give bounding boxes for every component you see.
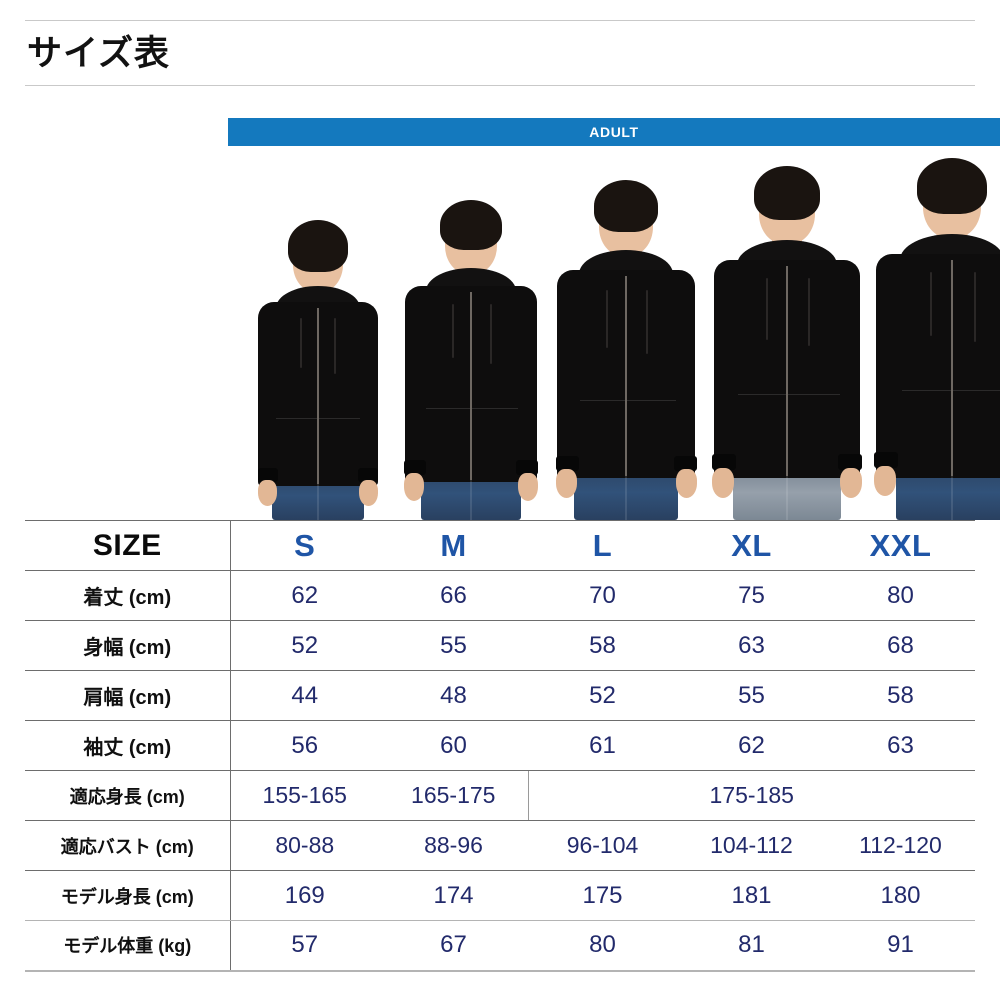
- cell-model-height-m: 174: [379, 870, 528, 921]
- cell-tekiou-shincho-s: 155-165: [230, 770, 379, 821]
- cell-mihaba-l: 58: [528, 620, 677, 671]
- header-size-l: L: [528, 520, 677, 571]
- cell-kitake-s: 62: [230, 570, 379, 621]
- model-photo-strip: [228, 150, 1000, 520]
- cell-sodetake-m: 60: [379, 720, 528, 771]
- header-size-xl: XL: [677, 520, 826, 571]
- cell-kitake-l: 70: [528, 570, 677, 621]
- cell-model-weight-xxl: 91: [826, 920, 975, 972]
- cell-tekiou-bust-xl: 104-112: [677, 820, 826, 871]
- cell-model-height-l: 175: [528, 870, 677, 921]
- cell-model-height-xl: 181: [677, 870, 826, 921]
- cell-tekiou-shincho-m: 165-175: [379, 770, 529, 821]
- cell-tekiou-bust-l: 96-104: [528, 820, 677, 871]
- row-label-sodetake: 袖丈 (cm): [25, 720, 231, 771]
- header-size-s: S: [230, 520, 379, 571]
- table-row-tekiou-shincho: 適応身長 (cm) 155-165 165-175 175-185: [25, 770, 975, 821]
- cell-katahaba-xxl: 58: [826, 670, 975, 721]
- cell-sodetake-l: 61: [528, 720, 677, 771]
- cell-mihaba-s: 52: [230, 620, 379, 671]
- header-size-xxl: XXL: [826, 520, 975, 571]
- cell-model-height-s: 169: [230, 870, 379, 921]
- cell-kitake-xl: 75: [677, 570, 826, 621]
- row-label-mihaba: 身幅 (cm): [25, 620, 231, 671]
- row-label-tekiou-bust: 適応バスト (cm): [25, 820, 231, 871]
- cell-sodetake-xxl: 63: [826, 720, 975, 771]
- cell-katahaba-m: 48: [379, 670, 528, 721]
- table-row-katahaba: 肩幅 (cm) 44 48 52 55 58: [25, 670, 975, 721]
- cell-model-weight-m: 67: [379, 920, 528, 972]
- row-label-tekiou-shincho: 適応身長 (cm): [25, 770, 231, 821]
- row-label-kitake: 着丈 (cm): [25, 570, 231, 621]
- cell-mihaba-xl: 63: [677, 620, 826, 671]
- cell-sodetake-s: 56: [230, 720, 379, 771]
- table-header-row: SIZE S M L XL XXL: [25, 520, 975, 571]
- table-row-kitake: 着丈 (cm) 62 66 70 75 80: [25, 570, 975, 621]
- cell-tekiou-bust-m: 88-96: [379, 820, 528, 871]
- table-row-mihaba: 身幅 (cm) 52 55 58 63 68: [25, 620, 975, 671]
- table-row-model-height: モデル身長 (cm) 169 174 175 181 180: [25, 870, 975, 921]
- model-photo-xxl: [868, 150, 1000, 520]
- row-label-katahaba: 肩幅 (cm): [25, 670, 231, 721]
- cell-sodetake-xl: 62: [677, 720, 826, 771]
- page-title-block: サイズ表: [25, 20, 975, 86]
- size-table: SIZE S M L XL XXL 着丈 (cm) 62 66 70 75 80…: [25, 520, 975, 972]
- model-photo-l: [548, 152, 704, 520]
- cell-model-weight-s: 57: [230, 920, 379, 972]
- cell-model-weight-l: 80: [528, 920, 677, 972]
- header-size-label: SIZE: [25, 520, 231, 571]
- cell-kitake-xxl: 80: [826, 570, 975, 621]
- cell-model-height-xxl: 180: [826, 870, 975, 921]
- table-row-sodetake: 袖丈 (cm) 56 60 61 62 63: [25, 720, 975, 771]
- model-photo-s: [248, 168, 388, 520]
- cell-tekiou-bust-xxl: 112-120: [826, 820, 975, 871]
- adult-banner-label: ADULT: [589, 124, 639, 140]
- cell-model-weight-xl: 81: [677, 920, 826, 972]
- cell-katahaba-s: 44: [230, 670, 379, 721]
- model-photo-m: [396, 158, 546, 520]
- header-size-m: M: [379, 520, 528, 571]
- cell-mihaba-m: 55: [379, 620, 528, 671]
- cell-kitake-m: 66: [379, 570, 528, 621]
- cell-tekiou-shincho-l-xxl: 175-185: [528, 770, 975, 821]
- model-photo-xl: [706, 150, 868, 520]
- adult-banner: ADULT: [228, 118, 1000, 146]
- cell-katahaba-l: 52: [528, 670, 677, 721]
- row-label-model-weight: モデル体重 (kg): [25, 920, 231, 972]
- cell-katahaba-xl: 55: [677, 670, 826, 721]
- page-title: サイズ表: [27, 33, 170, 73]
- row-label-model-height: モデル身長 (cm): [25, 870, 231, 921]
- table-row-tekiou-bust: 適応バスト (cm) 80-88 88-96 96-104 104-112 11…: [25, 820, 975, 871]
- cell-mihaba-xxl: 68: [826, 620, 975, 671]
- table-row-model-weight: モデル体重 (kg) 57 67 80 81 91: [25, 920, 975, 972]
- cell-tekiou-bust-s: 80-88: [230, 820, 379, 871]
